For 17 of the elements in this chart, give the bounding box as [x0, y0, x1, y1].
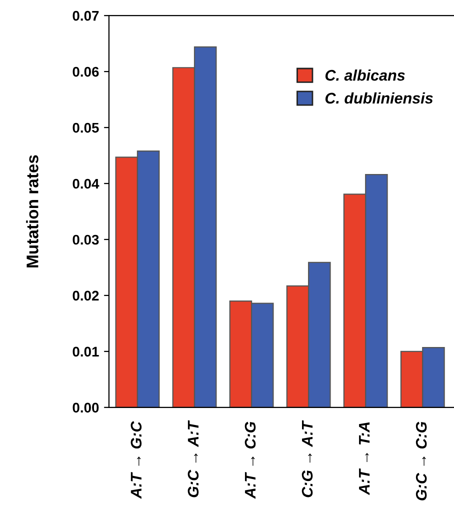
x-tick-label: G:C → C:G [416, 422, 427, 500]
x-tick-label: A:T → G:C [130, 421, 142, 499]
x-tick-label: A:T → T:A [359, 422, 370, 496]
y-tick-label: 0.00 [72, 402, 99, 413]
x-tick-label: A:T → C:G [244, 422, 256, 499]
legend-label: C. dubliniensis [325, 92, 433, 104]
y-tick-label: 0.06 [72, 66, 99, 77]
y-tick-label: 0.01 [72, 346, 99, 357]
y-tick-label: 0.05 [72, 122, 99, 133]
y-tick-label: 0.04 [72, 178, 100, 189]
y-tick-label: 0.02 [72, 290, 99, 301]
legend-label: C. albicans [325, 70, 405, 81]
y-tick-label: 0.07 [72, 10, 99, 21]
x-tick-label: G:C → A:T [188, 420, 199, 498]
x-tick-label: C:G → A:T [302, 420, 313, 498]
y-tick-label: 0.03 [72, 234, 99, 245]
y-axis-title: Mutation rates [26, 155, 38, 268]
